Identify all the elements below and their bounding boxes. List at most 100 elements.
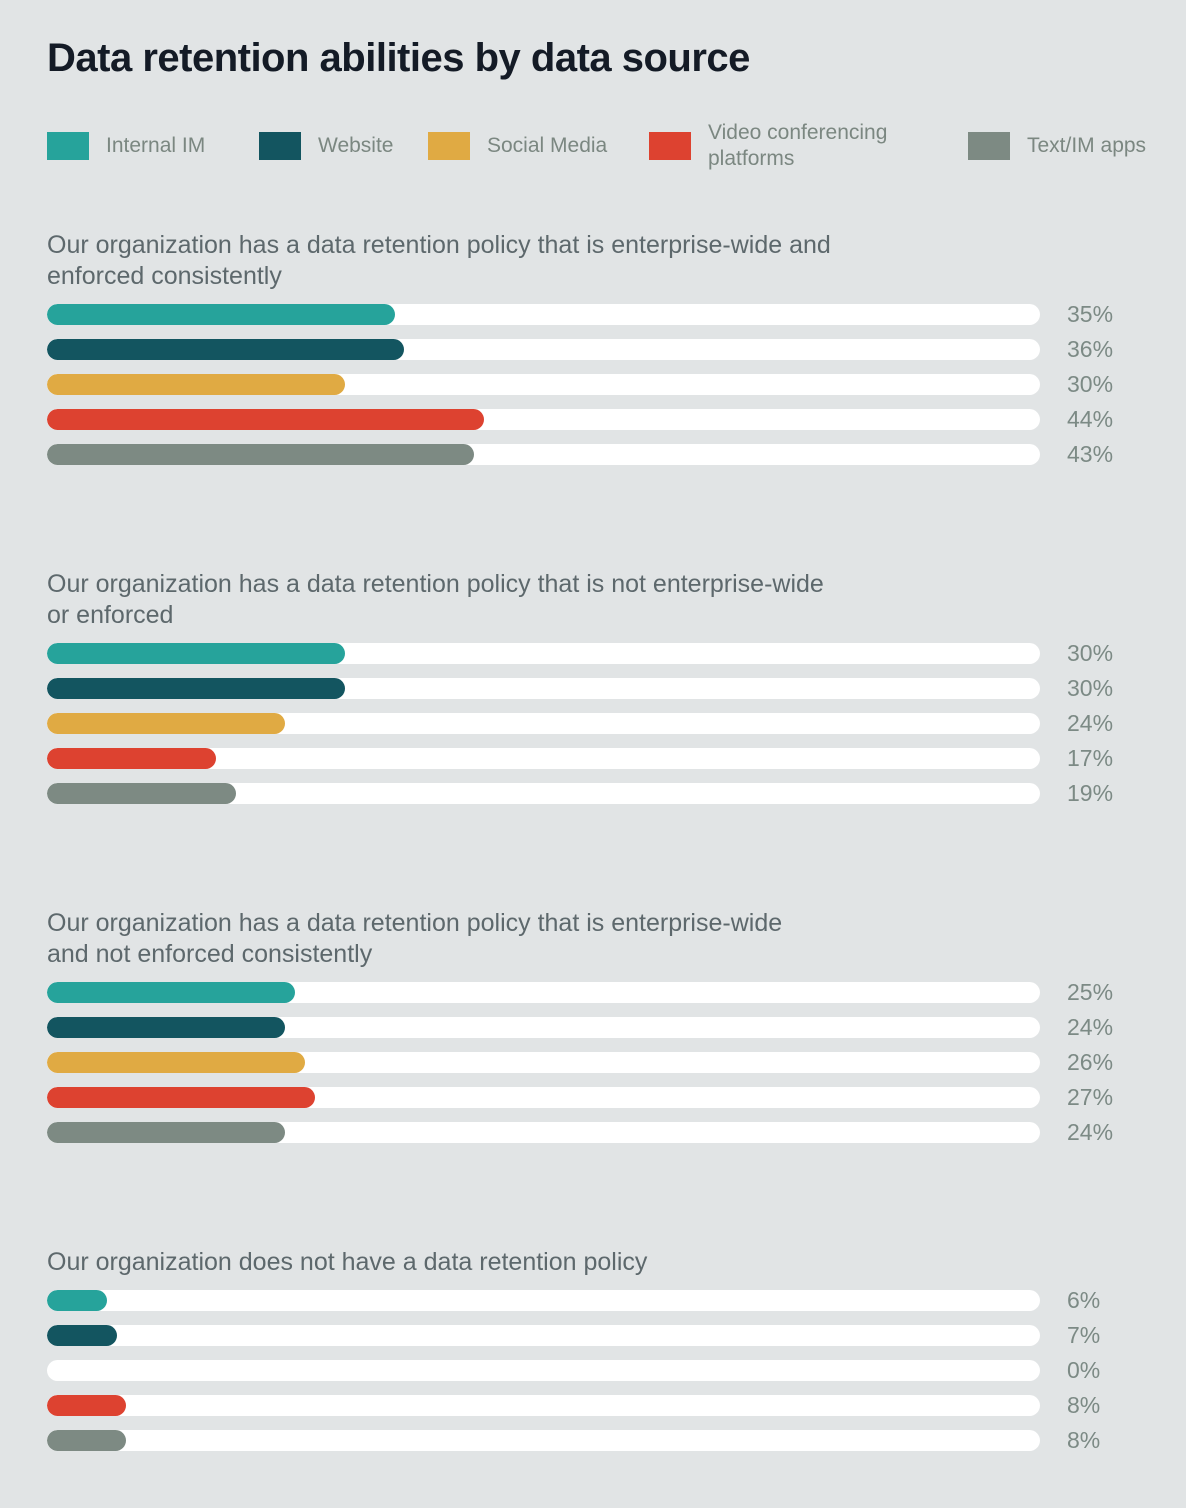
bar-value-label: 36%: [1067, 336, 1114, 362]
group-heading-line: Our organization has a data retention po…: [47, 231, 831, 259]
bar-groups-container: Our organization has a data retention po…: [47, 230, 1140, 1453]
bar-fill: [47, 713, 286, 734]
group-heading: Our organization has a data retention po…: [47, 569, 1140, 631]
bar-value-label: 19%: [1067, 780, 1114, 806]
group-heading-line: or enforced: [47, 601, 174, 629]
bar-row: 24%: [47, 1014, 1140, 1040]
bar-value-label: 24%: [1067, 710, 1114, 736]
bar-fill: [47, 1395, 127, 1416]
bar-group: Our organization has a data retention po…: [47, 569, 1140, 806]
bar-row: 8%: [47, 1427, 1140, 1453]
bar-value-label: 26%: [1067, 1049, 1114, 1075]
bar-fill: [47, 982, 296, 1003]
bar-fill: [47, 304, 395, 325]
bar-track: [47, 1052, 1040, 1073]
bar-fill: [47, 748, 216, 769]
legend-swatch-icon: [428, 132, 470, 160]
legend-item-label: Internal IM: [106, 134, 206, 157]
legend-swatch-icon: [968, 132, 1010, 160]
bar-track: [47, 374, 1040, 395]
bar-row: 30%: [47, 371, 1140, 397]
bar-fill: [47, 1087, 316, 1108]
group-heading: Our organization has a data retention po…: [47, 230, 1140, 292]
bar-value-label: 35%: [1067, 301, 1114, 327]
bar-track: [47, 748, 1040, 769]
bar-track: [47, 1122, 1040, 1143]
bar-track: [47, 444, 1040, 465]
bar-value-label: 6%: [1067, 1287, 1101, 1313]
group-heading: Our organization has a data retention po…: [47, 908, 1140, 970]
bar-track: [47, 783, 1040, 804]
group-heading-line: Our organization does not have a data re…: [47, 1248, 648, 1276]
bar-row: 25%: [47, 979, 1140, 1005]
bar-value-label: 27%: [1067, 1084, 1114, 1110]
bar-row: 6%: [47, 1287, 1140, 1313]
bar-group: Our organization has a data retention po…: [47, 230, 1140, 467]
bar-track: [47, 1430, 1040, 1451]
bar-value-label: 30%: [1067, 675, 1114, 701]
bar-row: 24%: [47, 1119, 1140, 1145]
legend-item-label: Website: [318, 134, 394, 157]
bar-group: Our organization does not have a data re…: [47, 1247, 1140, 1453]
bar-value-label: 30%: [1067, 371, 1114, 397]
bar-fill: [47, 1017, 286, 1038]
legend-item: Text/IM apps: [968, 132, 1146, 160]
group-heading-line: and not enforced consistently: [47, 940, 373, 968]
bar-row: 0%: [47, 1357, 1140, 1383]
bar-track: [47, 1017, 1040, 1038]
legend-item-label: Social Media: [487, 134, 608, 157]
bar-track: [47, 339, 1040, 360]
bar-fill: [47, 1052, 306, 1073]
bar-track: [47, 713, 1040, 734]
bar-row: 19%: [47, 780, 1140, 806]
legend-item-label: Video conferencing platforms: [708, 121, 888, 170]
bar-row: 7%: [47, 1322, 1140, 1348]
bar-fill: [47, 1430, 127, 1451]
legend-item-label: Text/IM apps: [1027, 134, 1147, 157]
bar-row: 36%: [47, 336, 1140, 362]
bar-value-label: 44%: [1067, 406, 1114, 432]
legend-item: Video conferencing platforms: [649, 120, 968, 172]
bar-track: [47, 678, 1040, 699]
group-heading: Our organization does not have a data re…: [47, 1247, 1140, 1278]
bar-fill: [47, 339, 405, 360]
bar-value-label: 24%: [1067, 1014, 1114, 1040]
bar-fill: [47, 1325, 117, 1346]
bar-value-label: 8%: [1067, 1392, 1101, 1418]
bar-track: [47, 643, 1040, 664]
legend-swatch-icon: [649, 132, 691, 160]
bar-track: [47, 1360, 1040, 1381]
group-heading-line: Our organization has a data retention po…: [47, 570, 824, 598]
bar-row: 8%: [47, 1392, 1140, 1418]
bar-row: 35%: [47, 301, 1140, 327]
bar-row: 30%: [47, 675, 1140, 701]
bar-value-label: 17%: [1067, 745, 1114, 771]
bar-fill: [47, 1122, 286, 1143]
group-heading-line: Our organization has a data retention po…: [47, 909, 783, 937]
chart-title: Data retention abilities by data source: [47, 36, 750, 80]
legend-swatch-icon: [47, 132, 89, 160]
bar-track: [47, 409, 1040, 430]
bar-value-label: 8%: [1067, 1427, 1101, 1453]
bar-row: 43%: [47, 441, 1140, 467]
bar-track: [47, 1325, 1040, 1346]
bar-row: 26%: [47, 1049, 1140, 1075]
bar-fill: [47, 444, 474, 465]
bar-track: [47, 304, 1040, 325]
legend-swatch-icon: [259, 132, 301, 160]
group-heading-line: enforced consistently: [47, 262, 282, 290]
bar-row: 44%: [47, 406, 1140, 432]
bar-value-label: 0%: [1067, 1357, 1101, 1383]
bar-row: 30%: [47, 640, 1140, 666]
bar-track: [47, 1395, 1040, 1416]
bar-value-label: 7%: [1067, 1322, 1101, 1348]
bar-fill: [47, 409, 484, 430]
bar-value-label: 24%: [1067, 1119, 1114, 1145]
bar-fill: [47, 678, 345, 699]
legend-item: Internal IM: [47, 132, 259, 160]
bar-track: [47, 1290, 1040, 1311]
bar-value-label: 43%: [1067, 441, 1114, 467]
legend-item: Website: [259, 132, 428, 160]
bar-group: Our organization has a data retention po…: [47, 908, 1140, 1145]
